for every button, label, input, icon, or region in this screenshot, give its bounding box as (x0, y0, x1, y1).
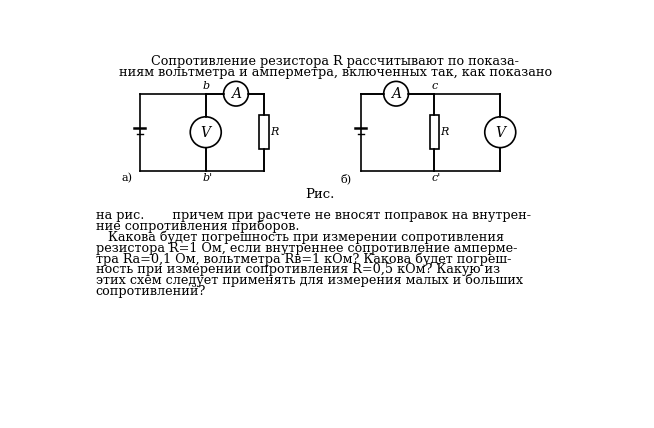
Text: c: c (431, 81, 438, 92)
Text: A: A (391, 87, 401, 101)
Text: тра Rа=0,1 Ом, вольтметра Rв=1 кОм? Какова будет погреш-: тра Rа=0,1 Ом, вольтметра Rв=1 кОм? Како… (95, 253, 511, 266)
Text: Рис.: Рис. (305, 188, 334, 202)
Text: Сопротивление резистора R рассчитывают по показа-: Сопротивление резистора R рассчитывают п… (151, 55, 519, 68)
Text: а): а) (121, 173, 132, 183)
Text: на рис.       причем при расчете не вносят поправок на внутрен-: на рис. причем при расчете не вносят поп… (95, 209, 530, 222)
Text: Какова будет погрешность при измерении сопротивления: Какова будет погрешность при измерении с… (95, 231, 504, 244)
Text: R: R (441, 127, 449, 137)
Text: б): б) (340, 173, 351, 184)
Text: ние сопротивления приборов.: ние сопротивления приборов. (95, 220, 299, 234)
Text: ность при измерении сопротивления R=0,5 кОм? Какую из: ность при измерении сопротивления R=0,5 … (95, 263, 500, 276)
Text: этих схем следует применять для измерения малых и больших: этих схем следует применять для измерени… (95, 274, 523, 287)
Circle shape (384, 81, 409, 106)
Text: V: V (495, 126, 506, 140)
Text: резистора R=1 Ом, если внутреннее сопротивление амперме-: резистора R=1 Ом, если внутреннее сопрот… (95, 241, 517, 255)
Text: R: R (270, 127, 279, 137)
Text: c': c' (431, 173, 441, 183)
Text: A: A (231, 87, 241, 101)
Bar (259, 115, 269, 149)
Bar (430, 115, 439, 149)
Circle shape (224, 81, 249, 106)
Text: сопротивлений?: сопротивлений? (95, 285, 206, 297)
Text: ниям вольтметра и амперметра, включенных так, как показано: ниям вольтметра и амперметра, включенных… (118, 66, 552, 79)
Text: b': b' (202, 173, 213, 183)
Text: V: V (201, 126, 211, 140)
Text: b: b (202, 81, 209, 92)
Circle shape (485, 117, 516, 148)
Circle shape (190, 117, 221, 148)
